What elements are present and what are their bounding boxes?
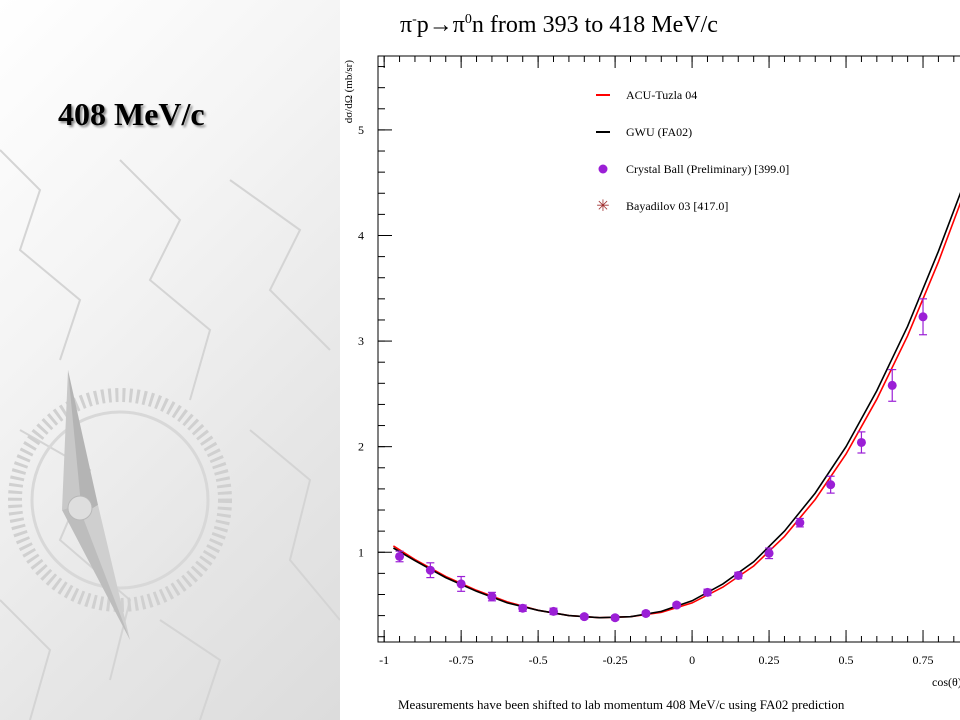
chart-title-pi: π bbox=[400, 12, 413, 38]
data-point bbox=[764, 548, 774, 558]
chart-title-reaction: p→π bbox=[416, 12, 465, 38]
cross-section-chart: -1 -0.75 -0.5 -0.25 0 0.25 0.5 0.75 1 2 3 4 5dσ/dΩ (… bbox=[343, 55, 960, 689]
data-point bbox=[518, 603, 528, 613]
chart-footnote: Measurements have been shifted to lab mo… bbox=[398, 697, 845, 712]
data-point bbox=[425, 565, 435, 575]
y-tick-label: 2 bbox=[358, 440, 364, 454]
data-point bbox=[887, 380, 897, 390]
chart-title-sup-zero: 0 bbox=[464, 12, 472, 27]
x-tick-label: 0 bbox=[689, 653, 695, 667]
data-point bbox=[395, 551, 405, 561]
x-tick-label: -0.25 bbox=[603, 653, 628, 667]
data-point bbox=[641, 608, 651, 618]
x-axis-label: cos(θ) bbox=[932, 675, 960, 689]
legend-label: Crystal Ball (Preliminary) [399.0] bbox=[626, 162, 789, 176]
data-point bbox=[733, 570, 743, 580]
x-tick-label: -0.5 bbox=[529, 653, 548, 667]
x-tick-label: -1 bbox=[379, 653, 389, 667]
slide-title: 408 MeV/c bbox=[58, 96, 205, 132]
data-point bbox=[579, 612, 589, 622]
x-tick-label: 0.75 bbox=[913, 653, 934, 667]
data-point bbox=[672, 600, 682, 610]
data-point bbox=[702, 587, 712, 597]
slide-background-panel: 408 MeV/c bbox=[0, 0, 340, 720]
data-point bbox=[826, 480, 836, 490]
legend-label: GWU (FA02) bbox=[626, 125, 692, 139]
x-tick-label: 0.5 bbox=[839, 653, 854, 667]
legend-label: Bayadilov 03 [417.0] bbox=[626, 199, 728, 213]
data-point bbox=[795, 518, 805, 528]
chart-title-sup-minus: - bbox=[412, 12, 417, 27]
legend-dot-swatch bbox=[598, 164, 608, 174]
chart-title-rest: n from 393 to 418 MeV/c bbox=[471, 12, 718, 38]
x-tick-label: -0.75 bbox=[449, 653, 474, 667]
y-tick-label: 1 bbox=[358, 545, 364, 559]
legend-label: ACU-Tuzla 04 bbox=[626, 88, 697, 102]
data-point bbox=[856, 437, 866, 447]
data-point bbox=[549, 606, 559, 616]
plot-frame bbox=[377, 55, 960, 643]
series-line-gwu-fa02- bbox=[392, 192, 960, 619]
data-point bbox=[487, 592, 497, 602]
y-axis-label: dσ/dΩ (mb/sr) bbox=[343, 60, 355, 124]
x-tick-label: 0.25 bbox=[759, 653, 780, 667]
y-tick-label: 5 bbox=[358, 123, 364, 137]
data-point bbox=[456, 579, 466, 589]
legend-star-swatch: ✳ bbox=[596, 198, 609, 215]
y-tick-label: 4 bbox=[358, 228, 364, 242]
data-point bbox=[918, 312, 928, 322]
compass-background-art bbox=[0, 149, 340, 720]
chart-title: π-p→π0n from 393 to 418 MeV/c bbox=[400, 12, 960, 39]
y-tick-label: 3 bbox=[358, 334, 364, 348]
data-point bbox=[610, 613, 620, 623]
series-line-acu-tuzla-04 bbox=[392, 201, 960, 619]
